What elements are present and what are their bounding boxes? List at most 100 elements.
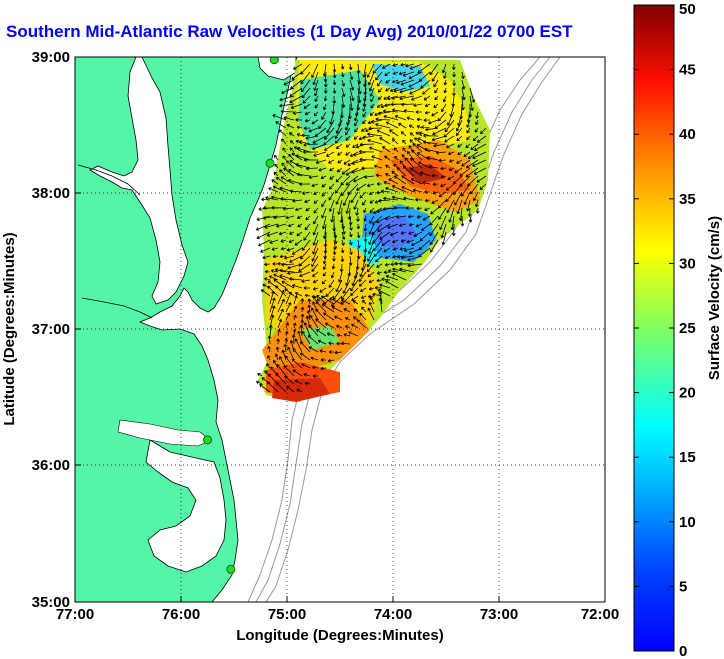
velocity-arrow: [358, 149, 375, 154]
velocity-arrow: [313, 199, 319, 204]
velocity-arrow: [312, 231, 319, 246]
velocity-arrow: [282, 155, 287, 161]
velocity-arrow: [328, 159, 335, 164]
velocity-arrow: [264, 262, 271, 267]
velocity-arrow: [403, 109, 415, 113]
velocity-arrow: [454, 167, 463, 174]
velocity-arrow: [367, 247, 375, 262]
velocity-arrow: [272, 262, 279, 266]
velocity-arrow: [272, 114, 287, 121]
velocity-arrow: [399, 247, 407, 251]
velocity-arrow: [358, 279, 367, 287]
chesapeake-bay: [89, 57, 189, 305]
velocity-arrow: [319, 287, 327, 293]
velocity-arrow: [308, 175, 319, 179]
velocity-arrow: [289, 95, 303, 104]
colorbar-tick-label: 40: [679, 126, 696, 143]
velocity-arrow: [349, 95, 354, 111]
velocity-arrow: [329, 297, 343, 305]
velocity-arrow: [338, 271, 343, 283]
velocity-arrow: [396, 167, 407, 177]
velocity-arrow: [301, 239, 311, 251]
velocity-arrow: [437, 199, 447, 209]
velocity-arrow: [407, 263, 423, 268]
velocity-arrow: [344, 119, 351, 131]
velocity-arrow: [375, 71, 383, 81]
velocity-arrow: [424, 207, 431, 212]
velocity-arrow: [379, 231, 391, 240]
velocity-arrow: [262, 255, 271, 260]
radar-site-marker: [269, 57, 279, 65]
velocity-arrow: [289, 231, 295, 235]
velocity-arrow: [476, 175, 487, 183]
velocity-arrow: [418, 131, 431, 137]
velocity-arrow: [350, 287, 359, 297]
velocity-arrow: [468, 215, 473, 223]
velocity-arrow: [461, 183, 471, 197]
velocity-arrow: [350, 191, 359, 204]
velocity-arrow: [322, 255, 327, 265]
velocity-arrow: [353, 151, 367, 157]
velocity-arrow: [441, 63, 447, 74]
velocity-arrow: [430, 207, 439, 215]
velocity-arrow: [304, 111, 311, 116]
velocity-arrow: [332, 95, 337, 104]
velocity-arrow: [277, 329, 281, 337]
velocity-arrow: [341, 341, 351, 346]
velocity-arrow: [348, 331, 359, 337]
velocity-arrow: [337, 199, 343, 215]
velocity-arrow: [348, 231, 353, 238]
velocity-arrow: [273, 171, 279, 177]
velocity-arrow: [318, 167, 327, 172]
velocity-arrow: [396, 79, 407, 85]
velocity-arrow: [361, 299, 367, 305]
velocity-arrow: [313, 111, 319, 117]
velocity-arrow: [290, 103, 303, 109]
velocity-arrow: [456, 159, 463, 164]
velocity-arrow: [314, 87, 319, 97]
velocity-arrow: [328, 279, 335, 288]
lat-tick-label: 36:00: [32, 457, 70, 474]
velocity-arrow: [284, 255, 295, 260]
velocity-arrow: [273, 273, 287, 281]
velocity-arrow: [353, 199, 359, 210]
velocity-arrow: [276, 338, 281, 345]
velocity-arrow: [283, 79, 295, 86]
velocity-arrow: [340, 63, 345, 70]
velocity-arrow: [359, 312, 367, 321]
velocity-arrow: [400, 131, 407, 137]
velocity-arrow: [375, 117, 391, 122]
velocity-arrow: [313, 151, 327, 157]
velocity-arrow: [341, 79, 346, 87]
velocity-arrow: [289, 255, 303, 263]
velocity-arrow: [283, 116, 295, 121]
lat-tick-label: 37:00: [32, 321, 70, 338]
velocity-arrow: [320, 366, 327, 371]
velocity-arrow: [440, 223, 447, 239]
velocity-arrow: [288, 239, 295, 244]
velocity-arrow: [324, 143, 335, 151]
velocity-arrow: [396, 215, 407, 219]
velocity-arrow: [335, 191, 343, 205]
velocity-arrow: [370, 103, 375, 109]
velocity-arrow: [383, 270, 391, 275]
velocity-arrow: [384, 215, 399, 221]
velocity-arrow: [376, 271, 383, 275]
velocity-arrow: [336, 333, 343, 338]
velocity-arrow: [404, 157, 415, 169]
velocity-arrow: [402, 71, 415, 77]
velocity-arrow: [277, 308, 284, 321]
velocity-arrow: [408, 247, 423, 255]
velocity-arrow: [284, 330, 289, 337]
velocity-arrow: [368, 286, 375, 291]
velocity-arrow: [271, 247, 279, 251]
y-axis-label: Latitude (Degrees:Minutes): [1, 232, 18, 425]
velocity-arrow: [361, 306, 367, 313]
velocity-arrow: [271, 179, 279, 185]
velocity-arrow: [281, 280, 295, 289]
velocity-arrow: [328, 191, 335, 201]
velocity-arrow: [281, 87, 295, 95]
velocity-arrow: [331, 263, 336, 270]
velocity-arrow: [295, 207, 303, 212]
